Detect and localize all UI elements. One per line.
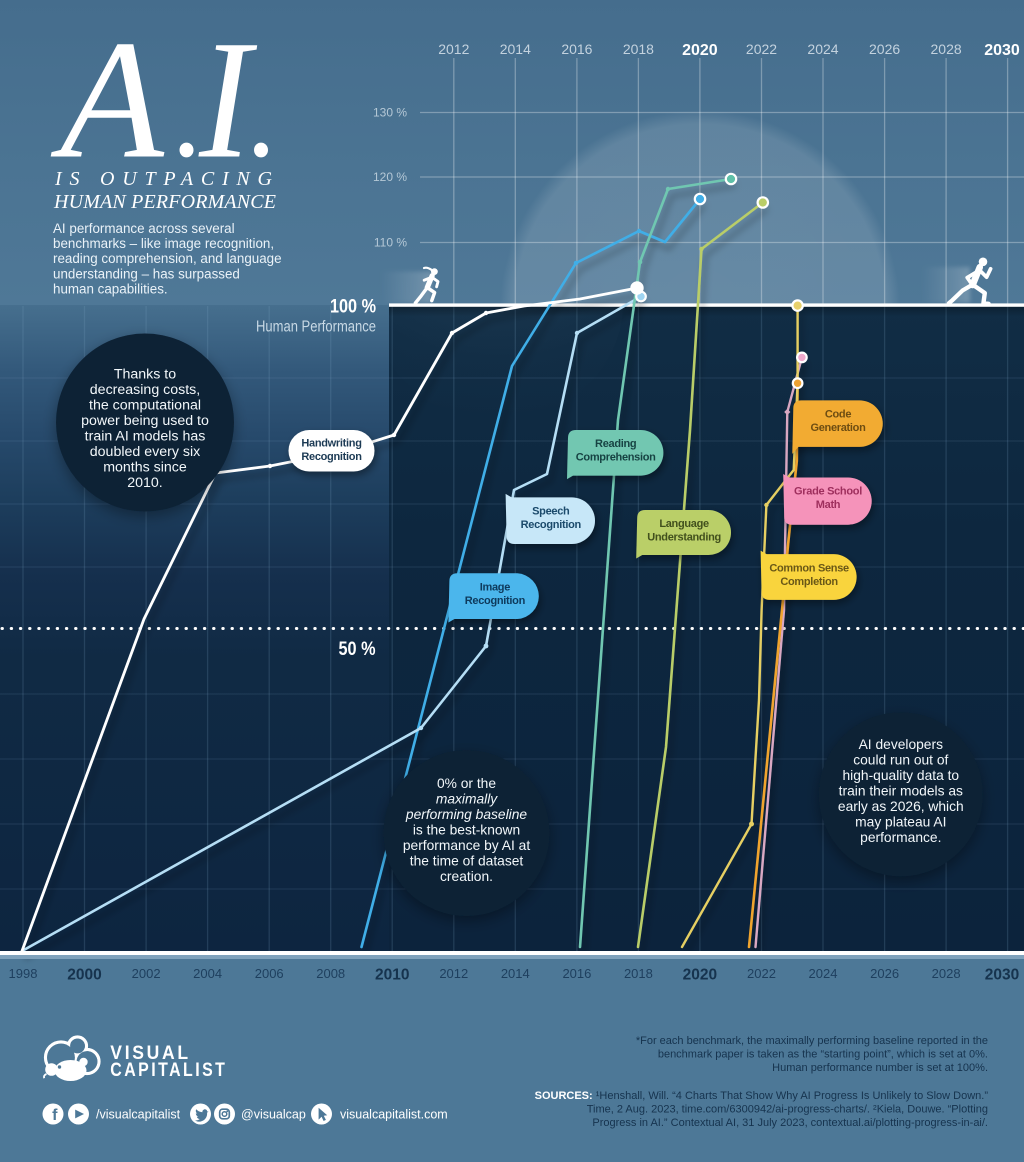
svg-text:2010: 2010: [375, 967, 409, 984]
svg-text:train AI models has: train AI models has: [85, 429, 206, 445]
svg-text:Grade School: Grade School: [794, 486, 862, 498]
svg-text:decreasing costs,: decreasing costs,: [90, 382, 200, 398]
svg-text:VISUAL: VISUAL: [110, 1042, 191, 1064]
svg-text:2006: 2006: [255, 966, 284, 981]
svg-text:A: A: [50, 6, 165, 194]
svg-text:0% or the: 0% or the: [437, 776, 496, 791]
svg-text:2024: 2024: [809, 966, 838, 981]
svg-text:2022: 2022: [746, 41, 777, 57]
svg-text:2030: 2030: [985, 967, 1019, 984]
svg-text:2016: 2016: [561, 41, 592, 57]
svg-text:2008: 2008: [316, 966, 345, 981]
svg-text:visualcapitalist.com: visualcapitalist.com: [340, 1108, 448, 1122]
svg-text:performing baseline: performing baseline: [405, 807, 528, 822]
svg-text:2000: 2000: [67, 967, 101, 984]
svg-text:Progress in AI.” Contextual AI: Progress in AI.” Contextual AI, 31 July …: [592, 1117, 988, 1129]
svg-text:2018: 2018: [624, 966, 653, 981]
svg-text:*For each benchmark, the maxim: *For each benchmark, the maximally perfo…: [636, 1035, 988, 1047]
svg-text:Comprehension: Comprehension: [576, 452, 656, 464]
svg-text:reading comprehension, and lan: reading comprehension, and language: [53, 251, 282, 266]
svg-text:f: f: [52, 1107, 58, 1124]
svg-text:Understanding: Understanding: [647, 532, 721, 544]
svg-text:2020: 2020: [682, 42, 718, 59]
svg-text:understanding – has surpassed: understanding – has surpassed: [53, 266, 240, 281]
svg-text:2002: 2002: [132, 966, 161, 981]
svg-text:Human Performance: Human Performance: [256, 319, 376, 336]
svg-text:the computational: the computational: [89, 398, 201, 414]
svg-text:may plateau AI: may plateau AI: [855, 815, 946, 830]
svg-text:the time of dataset: the time of dataset: [410, 854, 524, 869]
svg-text:HUMAN PERFORMANCE: HUMAN PERFORMANCE: [53, 191, 276, 213]
svg-text:AI performance across several: AI performance across several: [53, 221, 235, 236]
svg-text:@visualcap: @visualcap: [241, 1108, 306, 1122]
svg-text:2012: 2012: [438, 41, 469, 57]
svg-text:Human performance number is se: Human performance number is set at 100%.: [772, 1062, 988, 1074]
svg-text:months since: months since: [103, 460, 187, 476]
svg-text:2026: 2026: [870, 966, 899, 981]
svg-text:Completion: Completion: [780, 576, 838, 588]
svg-text:2010.: 2010.: [127, 475, 163, 491]
svg-text:2014: 2014: [501, 966, 530, 981]
svg-text:130 %: 130 %: [373, 106, 407, 120]
svg-text:2024: 2024: [807, 41, 838, 57]
svg-text:50 %: 50 %: [339, 639, 376, 660]
svg-text:power being used to: power being used to: [81, 413, 209, 429]
svg-text:human capabilities.: human capabilities.: [53, 281, 168, 296]
svg-text:2004: 2004: [193, 966, 222, 981]
svg-text:2014: 2014: [500, 41, 531, 57]
svg-text:120 %: 120 %: [373, 170, 407, 184]
svg-text:benchmarks – like image recogn: benchmarks – like image recognition,: [53, 236, 274, 251]
svg-text:Recognition: Recognition: [521, 519, 582, 531]
svg-text:creation.: creation.: [440, 869, 493, 884]
svg-text:Math: Math: [816, 499, 841, 511]
svg-text:/visualcapitalist: /visualcapitalist: [96, 1108, 181, 1122]
svg-text:Generation: Generation: [810, 422, 866, 434]
svg-text:2016: 2016: [562, 966, 591, 981]
svg-text:Recognition: Recognition: [465, 595, 526, 607]
svg-text:2030: 2030: [984, 42, 1020, 59]
svg-text:Reading: Reading: [595, 438, 636, 450]
svg-text:performance.: performance.: [860, 830, 941, 845]
svg-text:high-quality data to: high-quality data to: [843, 768, 960, 783]
svg-text:Image: Image: [480, 582, 510, 594]
svg-text:maximally: maximally: [436, 792, 498, 807]
svg-text:1998: 1998: [9, 966, 38, 981]
svg-text:Language: Language: [659, 518, 709, 530]
svg-text:is the best-known: is the best-known: [413, 823, 520, 838]
svg-text:Handwriting: Handwriting: [301, 438, 361, 450]
svg-text:Code: Code: [825, 409, 851, 421]
svg-text:SOURCES: ¹Henshall, Will. “4: SOURCES: ¹Henshall, Will. “4 Charts That…: [535, 1090, 989, 1102]
svg-text:Common Sense: Common Sense: [769, 563, 849, 575]
svg-text:CAPITALIST: CAPITALIST: [110, 1059, 227, 1081]
svg-text:Time, 2 Aug. 2023, time.com/63: Time, 2 Aug. 2023, time.com/6300942/ai-p…: [587, 1104, 988, 1116]
svg-text:2028: 2028: [931, 41, 962, 57]
svg-text:IS OUTPACING: IS OUTPACING: [54, 168, 273, 190]
svg-text:train their models as: train their models as: [839, 784, 963, 799]
svg-text:2018: 2018: [623, 41, 654, 57]
svg-text:early as 2026, which: early as 2026, which: [838, 799, 964, 814]
svg-text:Recognition: Recognition: [301, 451, 362, 463]
svg-text:2028: 2028: [932, 966, 961, 981]
svg-text:doubled every six: doubled every six: [90, 444, 200, 460]
svg-text:Thanks to: Thanks to: [114, 367, 176, 383]
svg-text:2020: 2020: [683, 967, 717, 984]
svg-text:100 %: 100 %: [330, 297, 376, 318]
svg-text:could run out of: could run out of: [853, 753, 948, 768]
svg-text:I: I: [198, 6, 257, 194]
svg-text:performance by AI at: performance by AI at: [403, 838, 530, 853]
svg-text:110 %: 110 %: [374, 236, 407, 250]
svg-text:benchmark paper is taken as th: benchmark paper is taken as the “startin…: [658, 1049, 988, 1061]
svg-text:2012: 2012: [439, 966, 468, 981]
svg-text:AI developers: AI developers: [859, 737, 943, 752]
svg-text:2026: 2026: [869, 41, 900, 57]
svg-text:Speech: Speech: [532, 506, 570, 518]
svg-text:2022: 2022: [747, 966, 776, 981]
